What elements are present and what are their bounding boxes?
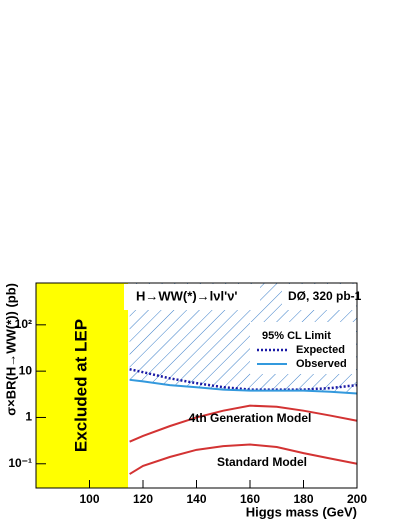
legend-title: 95% CL Limit — [262, 330, 331, 342]
model-label: 4th Generation Model — [189, 411, 312, 425]
x-axis-label: Higgs mass (GeV) — [246, 504, 357, 519]
legend-box — [250, 322, 356, 374]
x-tick-label: 180 — [293, 492, 313, 506]
y-tick-label: 10² — [15, 317, 32, 331]
y-tick-label: 1 — [25, 410, 32, 424]
model-label: Standard Model — [217, 455, 307, 469]
chart-title: H→WW(*)→lνl'ν' — [136, 288, 238, 303]
series-line — [129, 404, 358, 443]
y-axis-label: σ×BR(H→WW(*)) (pb) — [3, 283, 18, 416]
chart-subtitle: DØ, 320 pb-1 — [288, 289, 362, 303]
x-tick-label: 160 — [240, 492, 260, 506]
x-tick-label: 200 — [347, 492, 367, 506]
title-box — [124, 284, 260, 310]
y-tick-label: 10 — [19, 363, 33, 377]
subtitle-box — [282, 284, 356, 310]
series-line — [129, 443, 358, 475]
x-tick-label: 100 — [79, 492, 99, 506]
excluded-region — [36, 283, 129, 488]
legend-label: Expected — [296, 344, 345, 356]
x-tick-label: 120 — [133, 492, 153, 506]
series-line — [129, 378, 358, 395]
x-tick-label: 140 — [186, 492, 206, 506]
excluded-label: Excluded at LEP — [71, 319, 90, 452]
series-line — [129, 368, 358, 391]
y-tick-label: 10⁻¹ — [8, 456, 32, 470]
legend-label: Observed — [296, 358, 347, 370]
